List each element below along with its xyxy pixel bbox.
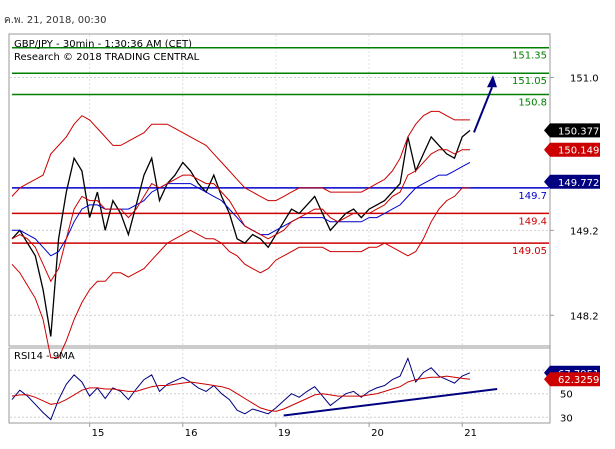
- forecast-arrow-group: [473, 75, 497, 133]
- header-date: ค.พ. 21, 2018, 00:30: [4, 15, 107, 26]
- price-tag: 149.772: [544, 174, 600, 189]
- price-tag-label: 149.772: [558, 178, 599, 189]
- resistance-level-label: 150.8: [518, 97, 547, 108]
- price-series-line: [11, 187, 470, 359]
- price-panel-frame: [8, 33, 551, 347]
- x-tick-label: 16: [185, 428, 198, 439]
- rsi-series-line: [11, 357, 471, 421]
- price-tag-label: 150.377: [558, 126, 599, 137]
- price-gridlines: [10, 35, 549, 345]
- forecast-arrow: [473, 86, 493, 133]
- x-tick-label: 21: [464, 428, 477, 439]
- rsi-tag-label: 62.3259: [558, 375, 599, 386]
- price-tag-bg: [544, 174, 600, 189]
- price-series-line: [11, 110, 470, 202]
- x-tick-label: 15: [92, 428, 105, 439]
- price-y-tick-label: 149.2: [570, 226, 599, 237]
- price-series-group: [11, 110, 471, 359]
- price-y-tick-label: 151.0: [570, 73, 599, 84]
- rsi-y-tick-label: 50: [560, 390, 573, 401]
- price-tag: 150.377: [544, 123, 600, 138]
- support-level-label: 149.05: [512, 246, 547, 257]
- level-lines: 151.35 151.05 150.8 149.7 149.4 149.05: [12, 46, 549, 257]
- price-series-line: [11, 149, 470, 283]
- price-series-line: [11, 129, 471, 337]
- price-tag-bg: [544, 123, 600, 138]
- chart-title: GBP/JPY - 30min - 1:30:36 AM (CET): [14, 39, 192, 50]
- price-tag-label: 150.149: [558, 146, 599, 157]
- x-tick-label: 19: [278, 428, 291, 439]
- price-tag: 150.149: [544, 142, 600, 157]
- rsi-y-tick-label: 30: [560, 413, 573, 424]
- chart-subtitle: Research © 2018 TRADING CENTRAL: [14, 52, 200, 63]
- resistance-level-label: 151.05: [512, 76, 547, 87]
- forecast-arrowhead: [487, 75, 497, 88]
- rsi-title: RSI14 - 9MA: [14, 351, 75, 362]
- header-bar: ค.พ. 21, 2018, 00:30: [0, 0, 615, 28]
- rsi-series-line: [11, 375, 471, 412]
- x-axis-labels: 15 16 19 20 21: [89, 423, 477, 439]
- support-level-label: 149.4: [518, 216, 547, 227]
- x-tick-label: 20: [371, 428, 384, 439]
- resistance-level-label: 151.35: [512, 51, 547, 62]
- rsi-tag: 62.3259: [544, 372, 600, 387]
- rsi-trendline: [283, 388, 498, 417]
- price-y-tick-label: 148.2: [570, 311, 599, 322]
- rsi-tag-bg: [544, 372, 600, 387]
- price-series-line: [12, 161, 471, 257]
- price-tag-bg: [544, 142, 600, 157]
- rsi-series-group: [11, 357, 498, 421]
- rsi-panel-frame: [8, 347, 551, 424]
- pivot-level-label: 149.7: [518, 191, 547, 202]
